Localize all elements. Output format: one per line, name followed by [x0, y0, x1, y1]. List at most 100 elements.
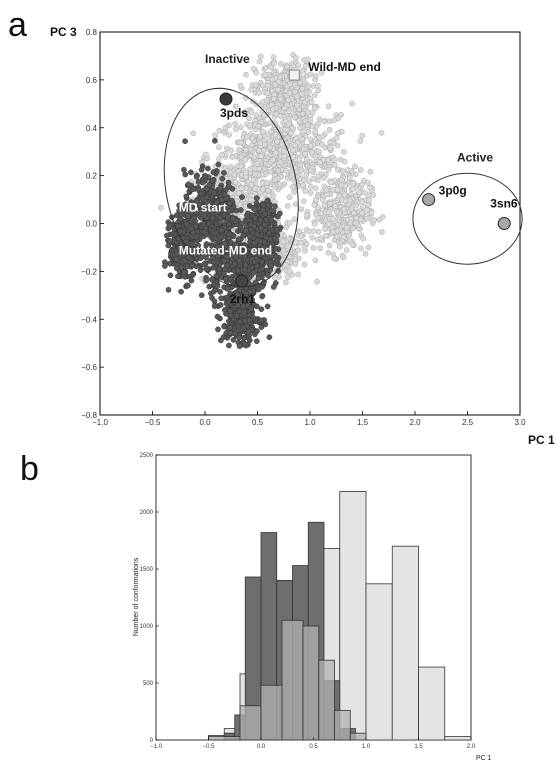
x-tick-label: 0.5	[252, 418, 264, 427]
cloud-point	[299, 68, 305, 74]
cloud-point	[325, 166, 332, 173]
cloud-point	[286, 268, 293, 275]
cloud-point	[236, 343, 243, 349]
y-tick-label: 1500	[140, 567, 154, 573]
cloud-point	[241, 340, 248, 347]
cloud-point	[334, 166, 341, 173]
cloud-point	[277, 210, 283, 217]
histogram-bar	[239, 705, 262, 741]
cloud-point	[231, 171, 238, 178]
cloud-point	[224, 285, 231, 292]
histogram-bar	[302, 625, 320, 741]
cloud-point	[296, 162, 303, 168]
cloud-point	[303, 212, 310, 218]
cloud-point	[242, 147, 249, 153]
cloud-point	[333, 208, 340, 215]
cloud-point	[305, 129, 312, 135]
cloud-point	[249, 135, 256, 142]
cloud-point	[269, 106, 276, 113]
cloud-point	[334, 186, 341, 193]
cloud-point	[365, 244, 372, 251]
cloud-point	[291, 189, 297, 195]
cloud-point	[202, 151, 209, 158]
cloud-point	[314, 278, 320, 285]
cloud-point	[270, 95, 277, 102]
cloud-point	[238, 124, 244, 131]
cloud-point	[275, 87, 282, 93]
cloud-point	[275, 167, 281, 174]
cloud-point	[228, 147, 235, 154]
cloud-point	[236, 334, 243, 341]
cloud-point	[302, 118, 309, 124]
cloud-point	[178, 264, 185, 271]
cloud-point	[349, 186, 356, 192]
cloud-point	[364, 215, 370, 222]
cloud-point	[353, 215, 360, 222]
cloud-point	[217, 185, 224, 192]
cloud-point	[236, 146, 243, 153]
cloud-point	[243, 261, 249, 268]
cloud-point	[221, 258, 228, 265]
cloud-point	[165, 286, 172, 293]
cloud-point	[292, 81, 299, 88]
y-tick-label: −0.2	[81, 267, 97, 276]
cloud-point	[307, 190, 314, 196]
cloud-point	[291, 216, 298, 223]
x-tick-label: 1.5	[357, 418, 369, 427]
cloud-point	[338, 182, 345, 188]
cloud-point	[312, 154, 319, 160]
cloud-point	[353, 220, 359, 227]
structure-label: 3pds	[220, 106, 248, 120]
cloud-point	[198, 292, 205, 299]
cloud-point	[248, 109, 255, 115]
cloud-point	[321, 202, 328, 209]
cloud-point	[290, 125, 296, 132]
cloud-point	[227, 308, 234, 315]
cloud-point	[341, 234, 348, 240]
cloud-point	[300, 198, 307, 205]
cloud-point	[223, 276, 229, 282]
cloud-point	[254, 195, 260, 201]
cloud-point	[233, 126, 239, 132]
cloud-point	[167, 272, 174, 279]
cloud-point	[301, 244, 308, 251]
cloud-point	[343, 224, 350, 231]
cloud-point	[260, 202, 266, 209]
cloud-point	[181, 258, 188, 264]
scatter-panel: a 3pds Wild-MD end 3p0g 3sn6 2rh1 Inactive Ac…	[8, 6, 555, 447]
cloud-point	[277, 74, 283, 81]
cloud-point	[189, 234, 195, 241]
cloud-point	[190, 271, 196, 278]
cloud-point	[282, 262, 289, 268]
cloud-point	[277, 113, 284, 119]
x-tick-label: 2.0	[409, 418, 421, 427]
cloud-point	[285, 97, 292, 103]
cloud-point	[318, 69, 325, 76]
y-tick-label: 2000	[140, 510, 154, 516]
structure-label: 3p0g	[439, 184, 467, 198]
cloud-point	[297, 153, 304, 160]
cloud-point	[197, 190, 204, 197]
cloud-point	[252, 171, 258, 178]
structure-marker	[288, 69, 300, 81]
cloud-point	[286, 90, 293, 97]
cloud-point	[376, 216, 383, 223]
y-tick-label: 1000	[140, 624, 154, 630]
cloud-point	[299, 182, 306, 189]
cloud-point	[246, 115, 253, 122]
x-tick-label: 0.0	[257, 744, 266, 750]
cloud-point	[327, 200, 333, 207]
cloud-point	[267, 144, 273, 151]
cloud-point	[292, 201, 299, 208]
cloud-point	[326, 221, 332, 228]
cloud-point	[254, 160, 260, 167]
cloud-point	[193, 174, 200, 180]
cloud-point	[378, 129, 385, 136]
cloud-point	[365, 180, 371, 186]
cloud-point	[241, 309, 247, 316]
cloud-point	[308, 167, 314, 174]
cloud-point	[264, 90, 271, 97]
cloud-point	[252, 214, 259, 221]
structure-marker	[497, 217, 511, 230]
cloud-point	[219, 151, 225, 158]
